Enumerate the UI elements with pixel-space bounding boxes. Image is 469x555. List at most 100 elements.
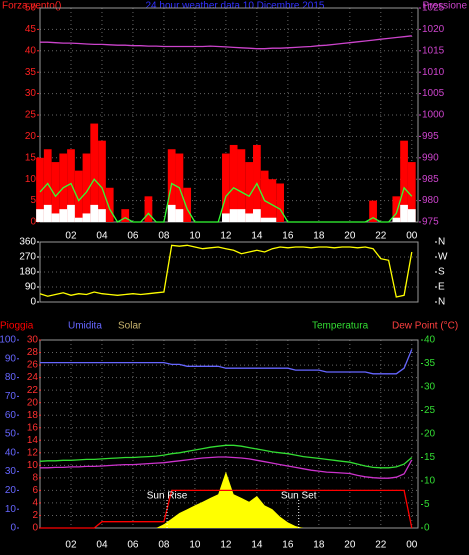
wind-bar <box>144 196 153 222</box>
x-tick-label: 08 <box>158 540 170 551</box>
y-tick-label: 30 <box>5 466 17 477</box>
x-tick-label: 02 <box>65 231 77 242</box>
y3-tick-label: 20 <box>27 397 39 408</box>
x-tick-label: 22 <box>375 540 387 551</box>
y3-tick-label: 18 <box>27 410 39 421</box>
wind-bar <box>98 209 106 222</box>
legend-entry: Dew Point (°C) <box>392 321 458 332</box>
wind-bar <box>392 196 401 222</box>
wind-bar <box>245 213 254 222</box>
x-tick-label: 10 <box>189 231 201 242</box>
y-tick-label: 45 <box>25 24 37 35</box>
wind-bar <box>82 153 91 222</box>
wind-bar <box>121 209 130 222</box>
wind-bar <box>74 217 83 222</box>
y2-tick-label: 10 <box>424 476 436 487</box>
wind-bar <box>74 170 83 222</box>
y3-tick-label: 2 <box>32 510 38 521</box>
wind-bar <box>36 209 44 222</box>
x-tick-label: 10 <box>189 540 201 551</box>
x-tick-label: 16 <box>282 540 294 551</box>
plot-frame <box>39 241 419 303</box>
y-tick-label: 15 <box>25 152 37 163</box>
wind-bar <box>276 183 284 222</box>
x-tick-label: 02 <box>65 540 77 551</box>
x-tick-label: 14 <box>251 540 263 551</box>
wind-bar <box>245 162 254 222</box>
wind-bar <box>67 149 75 222</box>
y-tick-label: 40 <box>25 45 37 56</box>
y-tick-label: 80 <box>5 372 17 383</box>
y2-tick-label: 15 <box>424 452 436 463</box>
x-tick-label: 04 <box>96 540 108 551</box>
y-tick-label: 10 <box>25 174 37 185</box>
legend-entry: Temperatura <box>312 321 369 332</box>
y3-tick-label: 6 <box>32 485 38 496</box>
y2-tick-label: 1010 <box>422 67 445 78</box>
y-tick-label: 50 <box>5 429 17 440</box>
legend-entry: Solar <box>118 321 142 332</box>
y3-tick-label: 22 <box>27 385 39 396</box>
wind-bar <box>98 140 106 222</box>
wind-bar <box>167 204 176 222</box>
wind-bar <box>222 153 230 222</box>
wind-bar <box>51 213 60 222</box>
y2-tick-label: S <box>438 267 445 278</box>
y-tick-label: 5 <box>30 195 36 206</box>
y2-tick-label: 1025 <box>422 3 445 14</box>
y-tick-label: 180 <box>19 267 36 278</box>
y-tick-label: 25 <box>25 110 37 121</box>
y3-tick-label: 10 <box>27 460 39 471</box>
y2-tick-label: 30 <box>424 382 436 393</box>
x-tick-label: 06 <box>127 540 139 551</box>
y-tick-label: 90 <box>25 282 37 293</box>
y-tick-label: 10 <box>5 504 17 515</box>
wind-bar <box>43 149 52 222</box>
y2-tick-label: E <box>438 282 445 293</box>
y-tick-label: 0 <box>30 217 36 228</box>
y2-tick-label: 990 <box>422 152 439 163</box>
line <box>39 178 413 223</box>
wind-bar <box>400 204 408 222</box>
y-tick-label: 60 <box>5 410 17 421</box>
legend-entry: Pioggia <box>0 321 34 332</box>
x-tick-label: 04 <box>96 231 108 242</box>
x-tick-label: 16 <box>282 231 294 242</box>
chart-title: 24 hour weather data 10 Dicembre 2015 <box>145 1 324 12</box>
x-tick-label: 18 <box>313 540 325 551</box>
wind-bar <box>268 217 277 222</box>
area <box>40 471 412 528</box>
y3-tick-label: 12 <box>27 447 39 458</box>
wind-bar <box>105 187 114 222</box>
wind-bar <box>260 170 269 222</box>
y2-tick-label: 25 <box>424 405 436 416</box>
wind-bar <box>400 140 408 222</box>
wind-bar <box>260 217 269 222</box>
line <box>40 349 413 375</box>
wind-bar <box>175 209 184 222</box>
wind-bar <box>407 162 416 222</box>
y3-tick-label: 0 <box>32 523 38 534</box>
y3-tick-label: 30 <box>27 335 39 346</box>
x-tick-label: 22 <box>375 231 387 242</box>
y-tick-label: 50 <box>25 3 37 14</box>
x-tick-label: 00 <box>406 231 418 242</box>
annotation: Sun Set <box>281 491 317 502</box>
wind-bar <box>407 209 416 222</box>
x-tick-label: 06 <box>127 231 139 242</box>
y2-tick-label: 980 <box>422 195 439 206</box>
x-tick-label: 12 <box>220 231 232 242</box>
wind-bar <box>90 123 99 222</box>
y3-tick-label: 8 <box>32 473 38 484</box>
line <box>39 444 413 469</box>
y2-tick-label: 1015 <box>422 45 445 56</box>
wind-bar <box>82 213 91 222</box>
y2-tick-label: 985 <box>422 174 439 185</box>
line <box>40 35 412 50</box>
wind-bar <box>268 179 277 222</box>
y2-tick-label: 35 <box>424 358 436 369</box>
y2-tick-label: 975 <box>422 217 439 228</box>
wind-bar <box>90 204 99 222</box>
x-tick-label: 00 <box>406 540 418 551</box>
